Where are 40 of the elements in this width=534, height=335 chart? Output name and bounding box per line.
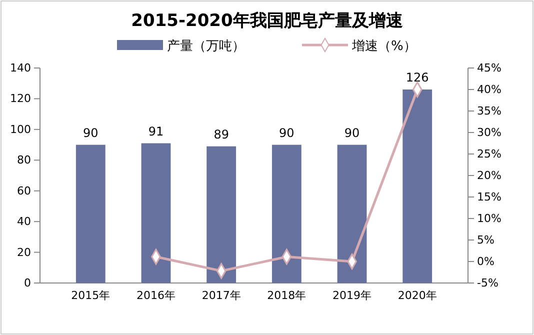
y-tick-label: 80	[17, 154, 31, 167]
y2-tick-label: 30%	[477, 126, 502, 140]
bar	[272, 144, 302, 283]
bar	[337, 144, 367, 283]
x-tick-label: 2018年	[267, 288, 306, 302]
data-label: 90	[83, 126, 98, 140]
bar	[76, 144, 106, 283]
legend-label: 增速（%）	[351, 39, 416, 54]
legend-label: 产量（万吨）	[167, 39, 245, 54]
bar	[402, 90, 432, 283]
bar	[206, 146, 236, 283]
y-tick-label: 120	[10, 92, 31, 106]
y-tick-label: 0	[24, 276, 31, 290]
y-tick-label: 20	[17, 246, 31, 259]
data-label: 91	[148, 124, 164, 138]
y2-tick-label: 5%	[477, 234, 494, 247]
y2-tick-label: 15%	[477, 190, 502, 204]
y2-tick-label: 40%	[477, 83, 502, 96]
y-tick-label: 60	[17, 184, 31, 198]
data-label: 126	[406, 70, 429, 84]
x-tick-label: 2017年	[202, 288, 241, 302]
y2-tick-label: 25%	[477, 148, 502, 161]
bar	[141, 143, 171, 283]
y-tick-label: 100	[10, 122, 31, 136]
data-label: 90	[279, 126, 294, 140]
y2-tick-label: 45%	[477, 62, 502, 75]
y2-tick-label: 10%	[477, 212, 502, 226]
y2-tick-label: -5%	[477, 276, 498, 290]
data-label: 90	[344, 126, 360, 140]
x-tick-label: 2016年	[136, 288, 176, 302]
x-tick-label: 2015年	[71, 288, 110, 302]
y2-tick-label: 20%	[477, 169, 502, 182]
x-tick-label: 2020年	[398, 288, 437, 302]
y-tick-label: 40	[17, 215, 31, 228]
x-tick-label: 2019年	[332, 288, 372, 302]
chart-title: 2015-2020年我国肥皂产量及增速	[131, 11, 403, 31]
y2-tick-label: 0%	[477, 255, 494, 268]
y-tick-label: 140	[10, 62, 31, 75]
data-label: 89	[214, 127, 229, 142]
y2-tick-label: 35%	[477, 104, 502, 118]
